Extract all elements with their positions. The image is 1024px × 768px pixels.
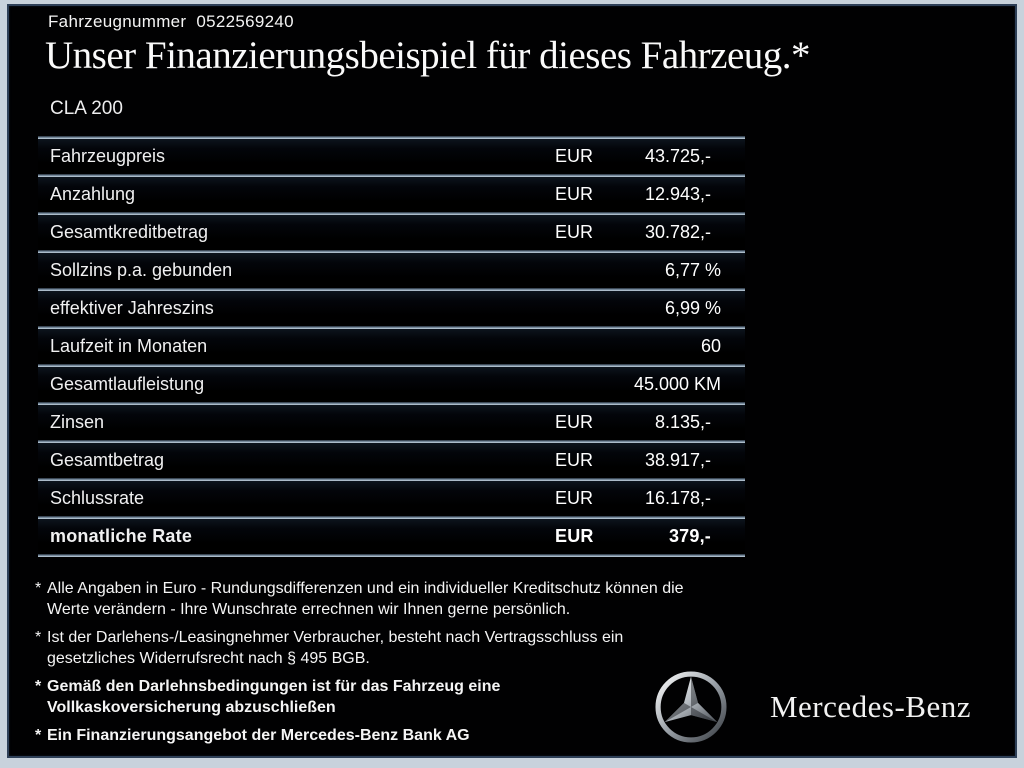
table-divider [38,212,745,215]
vehicle-model: CLA 200 [50,98,123,119]
row-currency: EUR [555,146,594,166]
footnote-marker: * [35,580,42,597]
row-label: Fahrzeugpreis [50,146,166,166]
row-amount: 8.135,- [654,412,711,432]
row-value: EUR 379,- [555,526,745,547]
footnote-text: Alle Angaben in Euro - Rundungsdifferenz… [47,580,684,618]
mercedes-star-icon [655,671,727,743]
footnote-marker: * [35,727,42,744]
table-divider [38,554,745,557]
table-row: Sollzins p.a. gebunden 6,77 % [38,253,745,288]
table-divider [38,478,745,481]
row-currency: EUR [555,184,594,204]
footnote: * Gemäß den Darlehnsbedingungen ist für … [35,676,741,718]
table-divider [38,174,745,177]
table-divider [38,250,745,253]
row-value: 6,77 % [555,260,745,281]
row-currency: EUR [555,412,594,432]
row-value: EUR 12.943,- [555,184,745,205]
row-amount: 60 [700,336,721,356]
mercedes-benz-wordmark: Mercedes-Benz [769,689,971,724]
brand-area: Mercedes-Benz [654,670,995,744]
footnote: * Ein Finanzierungsangebot der Mercedes-… [35,725,741,746]
row-label: Schlussrate [50,488,145,508]
table-divider [38,402,745,405]
footnote-text: Ein Finanzierungsangebot der Mercedes-Be… [47,727,470,744]
footnote-text: Ist der Darlehens-/Leasingnehmer Verbrau… [47,629,624,667]
table-row: Gesamtkreditbetrag EUR 30.782,- [38,215,745,250]
table-row: monatliche Rate EUR 379,- [38,519,745,554]
row-label: Anzahlung [50,184,136,204]
row-amount: 6,77 % [664,260,721,280]
row-currency: EUR [555,526,594,546]
table-divider [38,326,745,329]
row-label: Zinsen [50,412,105,432]
table-row: Laufzeit in Monaten 60 [38,329,745,364]
row-value: EUR 30.782,- [555,222,745,243]
table-divider [38,440,745,443]
row-value: 60 [555,336,745,357]
footnote-text: Gemäß den Darlehnsbedingungen ist für da… [47,678,501,716]
table-row: Gesamtlaufleistung 45.000 KM [38,367,745,402]
row-amount: 38.917,- [644,450,711,470]
row-amount: 6,99 % [664,298,721,318]
table-divider [38,364,745,367]
finance-table: Fahrzeugpreis EUR 43.725,- Anzahlung EUR… [38,136,745,557]
row-value: 45.000 KM [555,374,745,395]
vehicle-number-label: Fahrzeugnummer [48,12,187,31]
row-amount: 45.000 KM [633,374,721,394]
row-value: EUR 8.135,- [555,412,745,433]
footnote: * Ist der Darlehens-/Leasingnehmer Verbr… [35,627,741,669]
row-currency: EUR [555,450,594,470]
table-row: Zinsen EUR 8.135,- [38,405,745,440]
row-amount: 12.943,- [644,184,711,204]
table-divider [38,136,745,139]
row-label: Laufzeit in Monaten [50,336,208,356]
row-currency: EUR [555,488,594,508]
row-amount: 43.725,- [644,146,711,166]
table-row: Schlussrate EUR 16.178,- [38,481,745,516]
table-row: effektiver Jahreszins 6,99 % [38,291,745,326]
row-label: Sollzins p.a. gebunden [50,260,233,280]
table-divider [38,288,745,291]
row-value: EUR 16.178,- [555,488,745,509]
row-value: EUR 38.917,- [555,450,745,471]
vehicle-number: Fahrzeugnummer 0522569240 [48,12,294,32]
row-value: EUR 43.725,- [555,146,745,167]
row-label: monatliche Rate [50,526,193,546]
row-amount: 30.782,- [644,222,711,242]
footnote-marker: * [35,678,42,695]
table-divider [38,516,745,519]
row-amount: 16.178,- [644,488,711,508]
footnote-marker: * [35,629,42,646]
footnotes: * Alle Angaben in Euro - Rundungsdiffere… [35,578,741,753]
row-amount: 379,- [668,526,711,546]
table-row: Anzahlung EUR 12.943,- [38,177,745,212]
row-label: effektiver Jahreszins [50,298,214,318]
page-title: Unser Finanzierungsbeispiel für dieses F… [45,34,811,77]
table-row: Fahrzeugpreis EUR 43.725,- [38,139,745,174]
footnote: * Alle Angaben in Euro - Rundungsdiffere… [35,578,741,620]
row-label: Gesamtlaufleistung [50,374,205,394]
row-value: 6,99 % [555,298,745,319]
row-currency: EUR [555,222,594,242]
row-label: Gesamtkreditbetrag [50,222,209,242]
table-row: Gesamtbetrag EUR 38.917,- [38,443,745,478]
vehicle-number-value: 0522569240 [196,12,294,31]
row-label: Gesamtbetrag [50,450,165,470]
finance-sheet: Fahrzeugnummer 0522569240 Unser Finanzier… [7,4,1017,758]
